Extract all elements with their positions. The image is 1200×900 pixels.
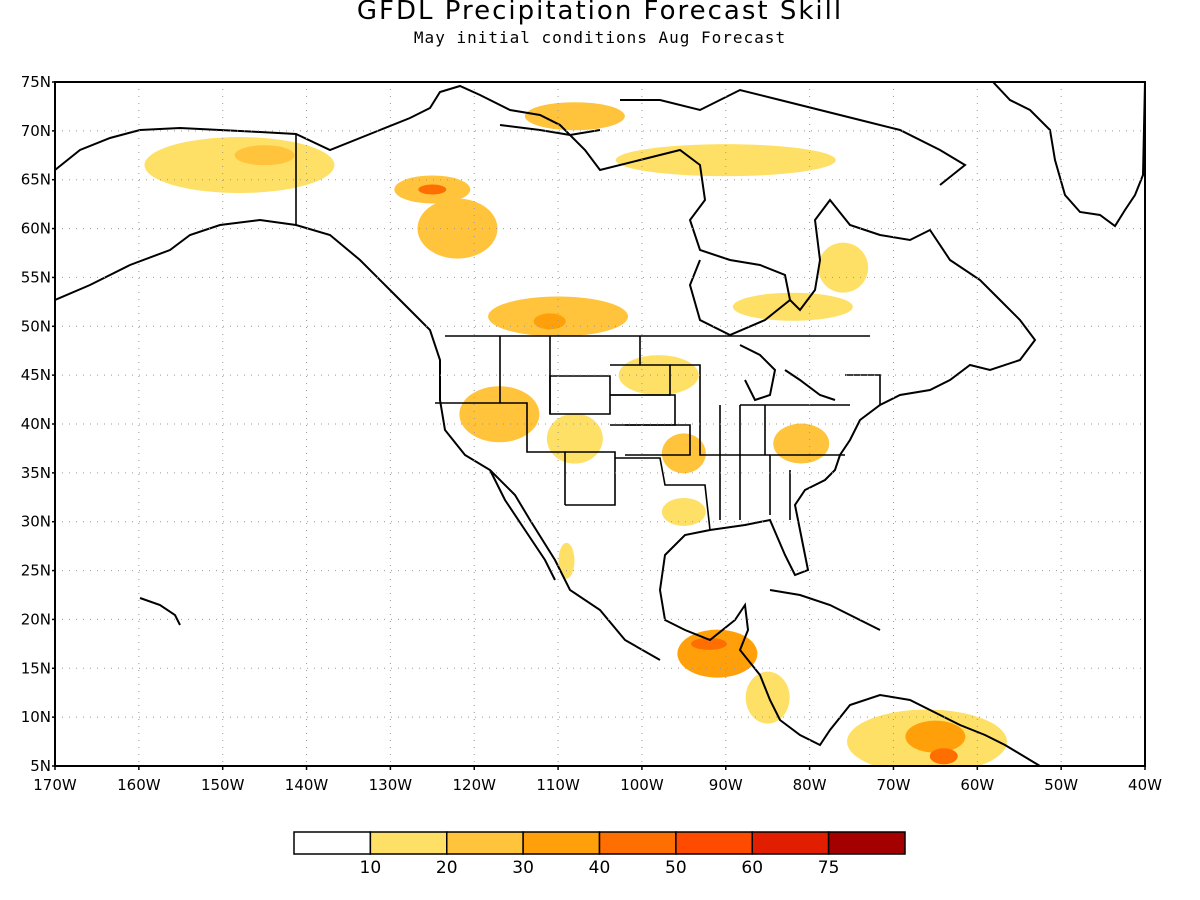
lat-tick-label: 75N — [21, 73, 51, 91]
lon-tick-label: 170W — [33, 776, 77, 794]
colorbar-label: 60 — [741, 858, 763, 878]
colorbar-swatch — [675, 831, 753, 855]
lon-tick-label: 150W — [201, 776, 245, 794]
lon-tick-label: 60W — [960, 776, 994, 794]
colorbar-swatch — [293, 831, 372, 855]
lon-tick-label: 70W — [877, 776, 911, 794]
skill-region — [929, 748, 958, 765]
colorbar-label: 50 — [665, 858, 687, 878]
colorbar-swatch — [598, 831, 677, 855]
colorbar-swatch — [446, 831, 524, 855]
lat-tick-label: 25N — [21, 562, 51, 580]
skill-region — [418, 184, 447, 195]
lat-tick-label: 5N — [30, 757, 51, 775]
skill-region — [615, 144, 836, 177]
lat-tick-label: 10N — [21, 708, 51, 726]
lon-tick-label: 40W — [1128, 776, 1162, 794]
colorbar-swatch — [751, 831, 830, 855]
colorbar-label: 30 — [512, 858, 534, 878]
skill-region — [745, 671, 790, 724]
skill-region — [618, 355, 699, 396]
colorbar-label: 40 — [589, 858, 611, 878]
skill-region — [417, 198, 498, 259]
state-borders — [295, 134, 881, 531]
skill-region — [691, 637, 727, 650]
skill-region — [459, 386, 540, 443]
skill-region — [818, 242, 869, 293]
skill-region — [661, 497, 706, 526]
lat-tick-label: 35N — [21, 464, 51, 482]
lat-tick-label: 65N — [21, 171, 51, 189]
skill-region — [558, 542, 575, 579]
lon-tick-label: 160W — [117, 776, 161, 794]
skill-region — [533, 313, 566, 330]
map-title: GFDL Precipitation Forecast Skill — [356, 0, 844, 26]
lat-tick-label: 55N — [21, 268, 51, 286]
skill-region — [732, 292, 853, 321]
colorbar-swatch — [369, 831, 448, 855]
colorbar-label: 10 — [360, 858, 382, 878]
map-subtitle: May initial conditions Aug Forecast — [413, 28, 787, 47]
lon-tick-label: 80W — [793, 776, 827, 794]
skill-shading — [144, 102, 1007, 766]
lon-tick-label: 140W — [285, 776, 329, 794]
lat-tick-label: 45N — [21, 366, 51, 384]
lat-tick-label: 15N — [21, 659, 51, 677]
lon-tick-label: 120W — [452, 776, 496, 794]
lat-tick-label: 40N — [21, 415, 51, 433]
lat-tick-label: 60N — [21, 220, 51, 238]
skill-region — [234, 145, 295, 166]
colorbar-label: 75 — [818, 858, 840, 878]
skill-region — [773, 423, 830, 464]
colorbar-swatch — [827, 831, 906, 855]
lat-tick-label: 30N — [21, 513, 51, 531]
colorbar: 10 20 30 40 50 60 75 — [293, 831, 906, 878]
skill-region — [144, 137, 335, 194]
skill-region — [524, 102, 625, 131]
colorbar-label: 20 — [436, 858, 458, 878]
lon-tick-label: 90W — [709, 776, 743, 794]
lon-tick-label: 50W — [1044, 776, 1078, 794]
skill-region — [905, 720, 966, 753]
axis-ticks: 75N 70N 65N 60N 55N 50N 45N 40N 35N 30N 25N 20N 15N 1… — [21, 73, 1162, 794]
colorbar-swatch — [522, 831, 601, 855]
lat-tick-label: 50N — [21, 317, 51, 335]
coastlines — [55, 82, 1145, 766]
lat-tick-label: 70N — [21, 122, 51, 140]
skill-region — [661, 433, 706, 474]
lat-tick-label: 20N — [21, 610, 51, 628]
skill-region — [546, 413, 603, 464]
lon-tick-label: 110W — [536, 776, 580, 794]
lon-tick-label: 130W — [369, 776, 413, 794]
lon-tick-label: 100W — [620, 776, 664, 794]
